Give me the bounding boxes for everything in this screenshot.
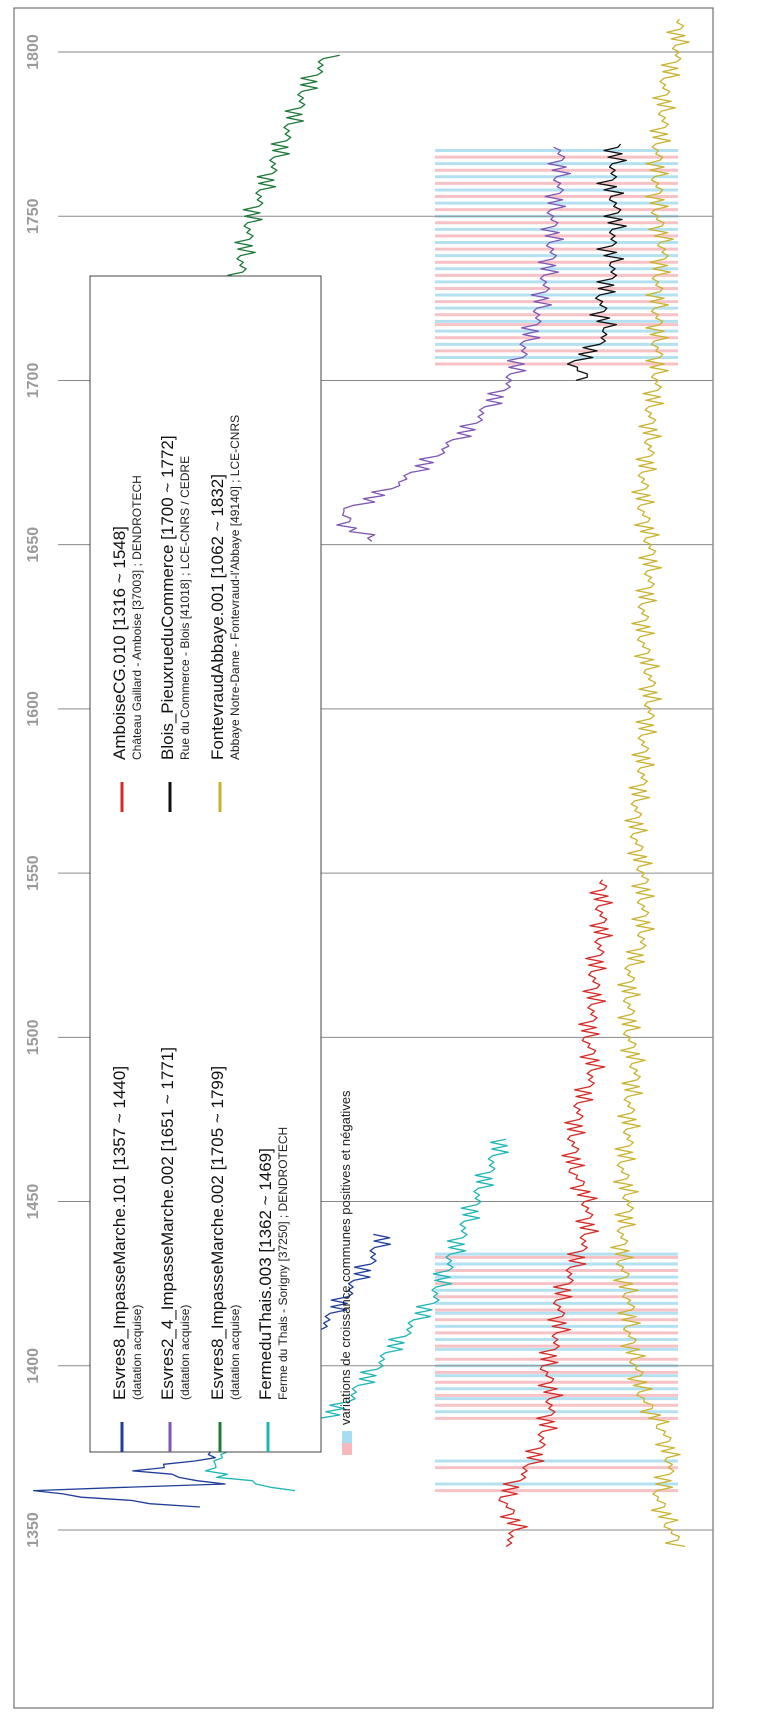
series-line-6 [610, 18, 690, 1548]
legend-label-5: Blois_PieuxrueduCommerce [1700 ~ 1772] [158, 435, 177, 760]
legend-detail-5: Rue du Commerce - Blois [41018] ; LCE-CN… [178, 456, 192, 760]
legend-detail-0: (datation acquise) [130, 1305, 144, 1400]
tick-label-1750: 1750 [25, 198, 42, 234]
tick-label-1450: 1450 [25, 1184, 42, 1220]
series-line-5 [566, 143, 627, 382]
legend-label-6: FontevraudAbbaye.001 [1062 ~ 1832] [208, 474, 227, 760]
legend: Esvres8_ImpasseMarche.101 [1357 ~ 1440](… [110, 415, 353, 1455]
tick-label-1650: 1650 [25, 527, 42, 563]
legend-label-3: FermeduThais.003 [1362 ~ 1469] [256, 1148, 275, 1400]
tick-label-1700: 1700 [25, 363, 42, 399]
series-line-4 [498, 879, 613, 1547]
legend-detail-1: (datation acquise) [178, 1305, 192, 1400]
tick-label-1800: 1800 [25, 34, 42, 70]
tick-label-1350: 1350 [25, 1512, 42, 1548]
tick-label-1550: 1550 [25, 855, 42, 891]
legend-detail-6: Abbaye Notre-Dame - Fontevraud-l'Abbaye … [228, 415, 242, 760]
tick-label-1500: 1500 [25, 1019, 42, 1055]
legend-label-1: Esvres2_4_ImpasseMarche.002 [1651 ~ 1771… [158, 1047, 177, 1400]
series-line-1 [336, 146, 572, 542]
legend-label-2: Esvres8_ImpasseMarche.002 [1705 ~ 1799] [208, 1066, 227, 1400]
band-legend-positive [342, 1431, 352, 1443]
legend-label-4: AmboiseCG.010 [1316 ~ 1548] [110, 526, 129, 760]
tick-label-1400: 1400 [25, 1348, 42, 1384]
band-legend-negative [342, 1443, 352, 1455]
legend-detail-4: Château Gaillard - Amboise [37003] ; DEN… [130, 475, 144, 760]
legend-box [89, 275, 322, 1453]
tick-labels-layer: 1350 1400 1450 1500 1550 1600 1650 1700 1750 1800 [25, 34, 42, 1548]
legend-detail-3: Ferme du Thais - Sorigny [37250] ; DENDR… [276, 1127, 290, 1400]
tick-label-1600: 1600 [25, 691, 42, 727]
legend-label-0: Esvres8_ImpasseMarche.101 [1357 ~ 1440] [110, 1066, 129, 1400]
band-legend-label: variations de croissance communes positi… [338, 1090, 353, 1425]
legend-detail-2: (datation acquise) [228, 1305, 242, 1400]
